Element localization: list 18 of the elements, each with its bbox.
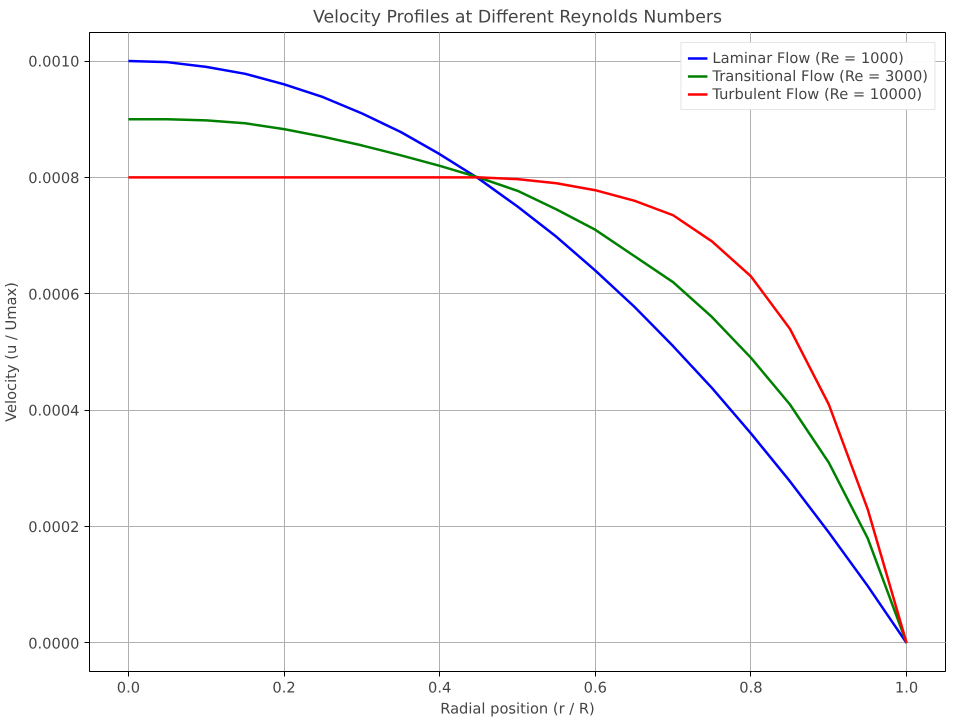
y-tick-label: 0.0006 (28, 286, 80, 304)
y-tick-label: 0.0010 (28, 54, 80, 71)
y-tick-label: 0.0000 (28, 635, 80, 652)
x-tick-label: 0.8 (739, 680, 763, 696)
legend-label: Turbulent Flow (Re = 10000) (712, 85, 922, 103)
y-axis-title: Velocity (u / Umax) (3, 282, 20, 422)
x-tick-label: 0.6 (584, 680, 607, 696)
chart-title: Velocity Profiles at Different Reynolds Numbers (312, 8, 722, 28)
x-tick-label: 0.4 (428, 680, 452, 696)
legend-label: Transitional Flow (Re = 3000) (712, 67, 928, 85)
x-tick-label: 0.0 (116, 680, 140, 696)
x-axis-title: Radial position (r / R) (440, 700, 595, 718)
x-tick-label: 1.0 (894, 680, 918, 696)
legend-label: Laminar Flow (Re = 1000) (712, 49, 904, 67)
y-tick-label: 0.0008 (28, 170, 80, 187)
y-tick-label: 0.0002 (28, 519, 80, 536)
y-tick-label: 0.0004 (28, 402, 80, 420)
x-tick-label: 0.2 (272, 680, 296, 696)
